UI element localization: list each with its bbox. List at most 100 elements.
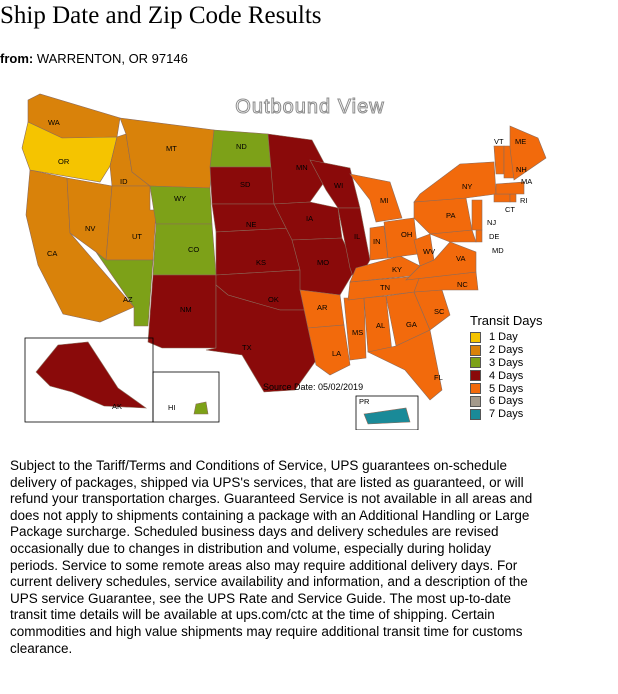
state-label: IN <box>373 237 381 246</box>
state-or <box>21 121 118 183</box>
state-ks <box>215 227 301 276</box>
legend-item: 3 Days <box>470 357 542 370</box>
source-date: Source Date: 05/02/2019 <box>263 382 363 392</box>
legend-swatch <box>470 357 481 369</box>
state-labels: WA OR CA NV ID MT UT AZ WY CO ND NM SD NE KS OK TX MN IA MO… <box>47 118 532 412</box>
state-mn <box>267 133 331 205</box>
state-label: TX <box>242 343 252 352</box>
terms-text: Subject to the Tariff/Terms and Conditio… <box>10 458 533 656</box>
state-label: ND <box>236 142 247 151</box>
legend-item: 4 Days <box>470 369 542 382</box>
legend-swatch <box>470 395 481 407</box>
state-ak <box>35 341 148 409</box>
state-label: NC <box>457 280 468 289</box>
state-label: KS <box>256 258 266 267</box>
map-legend: Transit Days 1 Day 2 Days 3 Days 4 Days 5 Da… <box>470 313 542 421</box>
legend-swatch <box>470 331 481 343</box>
state-label: WY <box>174 194 186 203</box>
transit-map: Outbound View WA OR CA NV ID MT UT AZ WY CO ND NM SD… <box>21 93 547 430</box>
state-label: MI <box>380 196 388 205</box>
state-label: PA <box>446 211 455 220</box>
state-label: AL <box>376 321 385 330</box>
state-label: VA <box>456 254 465 263</box>
legend-label: 1 Day <box>489 331 518 344</box>
state-label: NM <box>180 305 192 314</box>
legend-swatch <box>470 344 481 356</box>
state-label: ME <box>515 137 526 146</box>
puerto-rico-inset <box>355 395 419 430</box>
state-label: WA <box>48 118 60 127</box>
state-label: VT <box>494 137 504 146</box>
state-vt <box>493 145 505 175</box>
state-label: CT <box>505 205 515 214</box>
legend-swatch <box>470 383 481 395</box>
state-label: DE <box>489 232 499 241</box>
state-de <box>475 229 483 243</box>
legend-swatch <box>470 370 481 382</box>
origin-line: from: WARRENTON, OR 97146 <box>0 51 188 66</box>
state-ia <box>273 201 343 241</box>
state-label: NE <box>246 220 256 229</box>
state-ri <box>509 193 517 203</box>
state-label: SC <box>434 307 445 316</box>
legend-item: 5 Days <box>470 382 542 395</box>
state-label: PR <box>359 397 370 406</box>
state-va <box>405 241 477 281</box>
state-wy <box>149 185 213 225</box>
legend-label: 4 Days <box>489 369 524 382</box>
legend-label: 3 Days <box>489 356 524 369</box>
map-title: Outbound View <box>235 96 384 118</box>
state-label: TN <box>380 283 390 292</box>
legend-swatch <box>470 408 481 420</box>
state-fl <box>367 329 443 401</box>
state-label: LA <box>332 349 341 358</box>
legend-item: 1 Day <box>470 331 542 344</box>
state-nm <box>147 274 217 349</box>
state-label: FL <box>434 373 443 382</box>
state-label: RI <box>520 196 528 205</box>
state-label: ID <box>120 177 128 186</box>
page-title: Ship Date and Zip Code Results <box>0 2 322 29</box>
legend-label: 5 Days <box>489 382 524 395</box>
legend-item: 7 Days <box>470 408 542 421</box>
legend-item: 6 Days <box>470 395 542 408</box>
state-me <box>509 125 547 181</box>
state-az <box>95 251 154 327</box>
state-ct <box>493 193 511 203</box>
state-label: MN <box>296 163 308 172</box>
origin-value: WARRENTON, OR 97146 <box>36 51 188 66</box>
state-label: AR <box>317 303 328 312</box>
state-label: OK <box>268 295 279 304</box>
state-label: CA <box>47 249 57 258</box>
state-label: OR <box>58 157 70 166</box>
state-label: NY <box>462 182 472 191</box>
legend-label: 2 Days <box>489 344 524 357</box>
state-mi <box>349 173 403 223</box>
state-pa <box>413 197 473 235</box>
state-label: OH <box>401 230 412 239</box>
state-label: SD <box>240 180 251 189</box>
state-label: WI <box>334 181 343 190</box>
state-shapes <box>21 93 547 425</box>
legend-title: Transit Days <box>470 313 543 328</box>
state-label: GA <box>406 320 417 329</box>
state-ut <box>105 185 157 261</box>
state-label: MS <box>352 328 363 337</box>
state-label: MO <box>317 258 329 267</box>
state-label: NH <box>516 165 527 174</box>
state-label: IL <box>354 232 360 241</box>
state-label: AK <box>112 402 122 411</box>
state-tn <box>347 275 421 301</box>
state-label: IA <box>306 214 313 223</box>
state-nj <box>471 199 483 231</box>
state-label: NV <box>85 224 95 233</box>
state-label: KY <box>392 265 402 274</box>
state-label: NJ <box>487 218 496 227</box>
state-pr <box>363 407 411 425</box>
state-label: AZ <box>123 295 133 304</box>
state-hi <box>193 401 209 415</box>
state-label: HI <box>168 403 176 412</box>
state-ny <box>413 161 497 203</box>
state-label: UT <box>132 232 142 241</box>
state-label: MT <box>166 144 177 153</box>
